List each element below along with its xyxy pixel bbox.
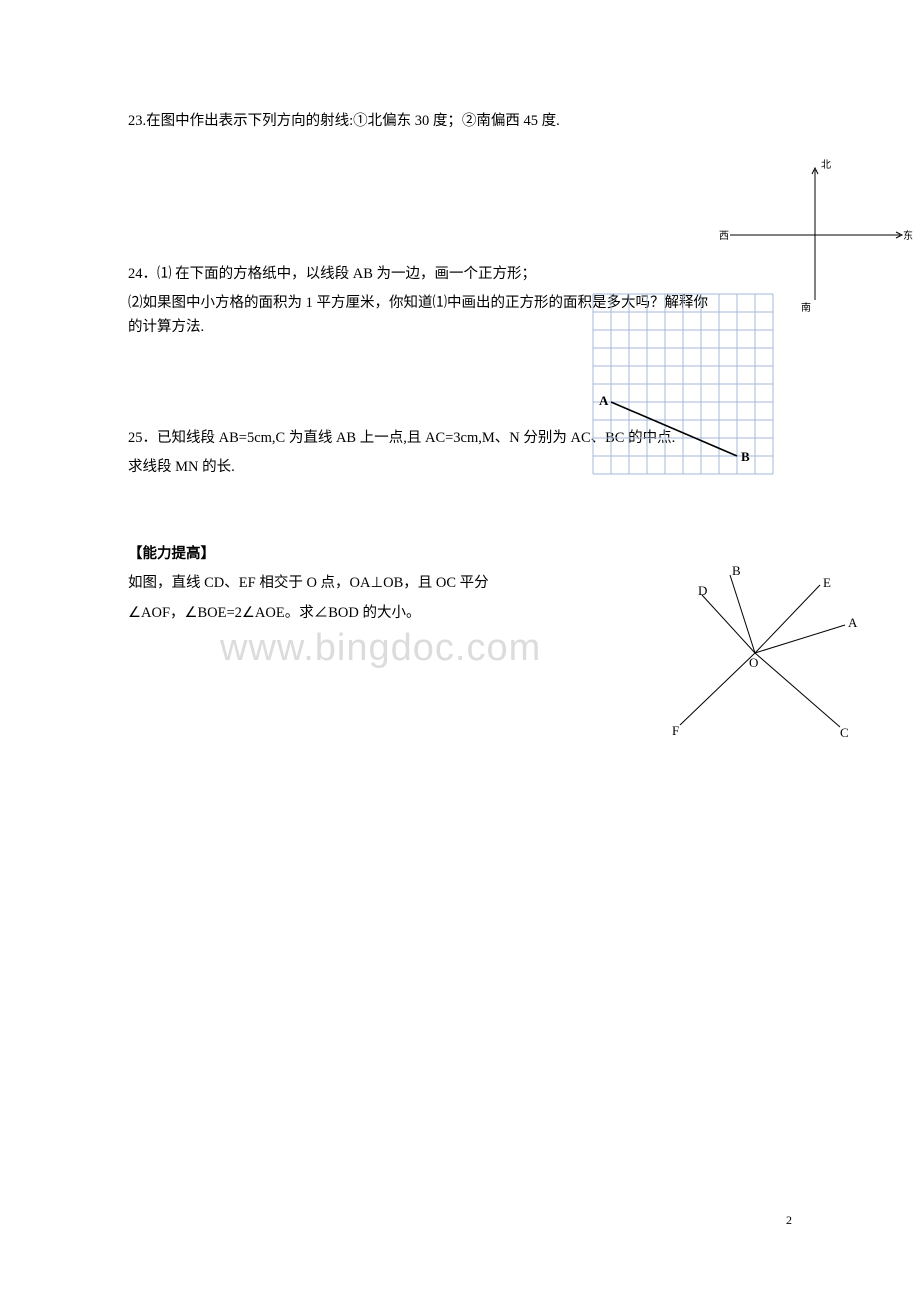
q24-line1: 24．⑴ 在下面的方格纸中，以线段 AB 为一边，画一个正方形； [128,263,718,286]
svg-text:O: O [749,655,758,670]
page-number: 2 [786,1211,792,1230]
q23-text: 23.在图中作出表示下列方向的射线:①北偏东 30 度；②南偏西 45 度. [128,110,718,133]
svg-text:B: B [741,449,750,464]
svg-text:D: D [698,583,707,598]
grid-figure: AB [591,293,775,475]
section-head: 【能力提高】 [128,543,718,566]
section-line2: ∠AOF，∠BOE=2∠AOE。求∠BOD 的大小。 [128,602,718,625]
svg-text:西: 西 [719,231,729,242]
svg-text:东: 东 [903,229,913,242]
angle-figure: B E A C F D O [660,565,860,745]
svg-text:E: E [823,575,831,590]
svg-text:A: A [848,615,858,630]
svg-text:B: B [732,565,741,578]
svg-text:A: A [599,393,609,408]
svg-text:南: 南 [801,301,811,314]
svg-text:C: C [840,725,849,740]
svg-text:北: 北 [821,159,831,171]
section-line1: 如图，直线 CD、EF 相交于 O 点，OA⊥OB，且 OC 平分 [128,572,718,595]
compass-figure: 北东南 西 [715,155,915,315]
svg-text:F: F [672,723,679,738]
